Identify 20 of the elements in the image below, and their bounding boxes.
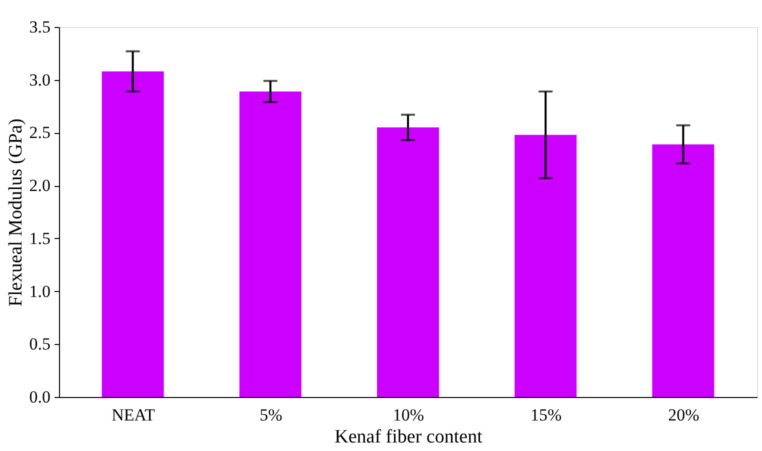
x-tick-label: 5% <box>260 406 282 424</box>
x-tick-label: 20% <box>668 406 700 424</box>
x-tick-label: NEAT <box>112 406 156 424</box>
bar <box>377 127 439 397</box>
y-tick-label: 2.5 <box>29 123 50 142</box>
y-tick-label: 2.0 <box>29 176 50 196</box>
bar <box>239 91 302 397</box>
bar <box>514 134 577 397</box>
x-tick-label: 15% <box>530 406 562 424</box>
y-axis-title: Flexueal Modulus (GPa) <box>5 118 26 306</box>
y-tick-label: 0.0 <box>29 388 50 406</box>
x-tick-label: 10% <box>392 406 424 424</box>
x-axis-title: Kenaf fiber content <box>334 426 484 448</box>
y-tick-label: 0.5 <box>29 334 50 354</box>
y-tick-label: 1.0 <box>29 282 50 301</box>
y-tick-label: 3.5 <box>29 18 50 36</box>
bar <box>102 71 164 397</box>
y-tick-label: 1.5 <box>29 228 50 248</box>
bar <box>652 144 714 397</box>
y-tick-label: 3.0 <box>29 70 50 90</box>
